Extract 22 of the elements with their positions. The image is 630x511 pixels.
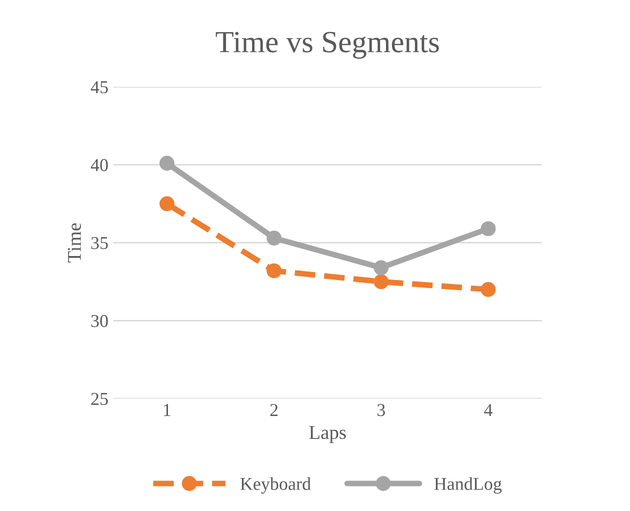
point	[266, 263, 282, 278]
legend-label: HandLog	[434, 477, 502, 494]
point	[159, 156, 174, 171]
legend-label: Keyboard	[240, 477, 311, 494]
x-axis-title: Laps	[309, 426, 346, 444]
x-tick-label: 4	[484, 404, 492, 416]
x-tick-label: 1	[164, 404, 170, 416]
y-axis-title: Time	[68, 223, 81, 263]
y-tick-label: 40	[90, 159, 108, 172]
y-tick-label: 25	[91, 392, 108, 406]
y-tick-label: 35	[91, 237, 108, 250]
point	[159, 196, 174, 212]
chart-title: Time vs Segments	[216, 32, 439, 59]
point	[374, 260, 389, 276]
point	[266, 230, 282, 246]
x-tick-label: 2	[270, 404, 278, 416]
y-tick-label: 30	[91, 314, 108, 328]
y-tick-label: 45	[90, 81, 108, 94]
point	[480, 221, 496, 236]
point	[480, 282, 496, 297]
point	[374, 274, 389, 290]
x-tick-label: 3	[378, 404, 385, 416]
